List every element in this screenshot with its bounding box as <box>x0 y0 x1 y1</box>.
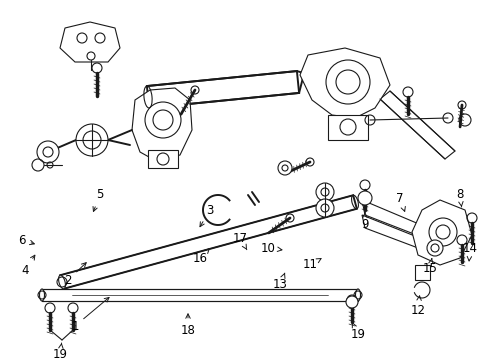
Text: 13: 13 <box>272 273 287 292</box>
Text: 4: 4 <box>21 255 35 276</box>
Polygon shape <box>327 115 367 140</box>
Text: 14: 14 <box>462 242 476 261</box>
Text: 6: 6 <box>18 234 34 247</box>
Polygon shape <box>299 48 389 118</box>
Polygon shape <box>148 150 178 168</box>
Text: 7: 7 <box>395 192 405 211</box>
Polygon shape <box>361 215 449 260</box>
Text: 2: 2 <box>64 263 86 287</box>
Ellipse shape <box>355 289 360 301</box>
Text: 9: 9 <box>361 213 368 231</box>
Polygon shape <box>361 200 449 248</box>
Text: 18: 18 <box>180 314 195 337</box>
Text: 1: 1 <box>71 297 109 333</box>
Text: 19: 19 <box>350 323 365 342</box>
Text: 10: 10 <box>260 242 282 255</box>
Polygon shape <box>60 195 356 289</box>
Text: 19: 19 <box>52 343 67 360</box>
Polygon shape <box>411 200 471 265</box>
Circle shape <box>315 183 333 201</box>
Polygon shape <box>379 91 454 159</box>
Text: 16: 16 <box>192 248 209 265</box>
Circle shape <box>37 141 59 163</box>
Polygon shape <box>414 265 429 280</box>
Circle shape <box>76 124 108 156</box>
Ellipse shape <box>40 289 44 301</box>
Polygon shape <box>60 22 120 62</box>
Text: 15: 15 <box>422 258 437 274</box>
Polygon shape <box>132 88 192 162</box>
Circle shape <box>315 199 333 217</box>
Circle shape <box>278 161 291 175</box>
Circle shape <box>357 191 371 205</box>
Text: 8: 8 <box>455 189 463 207</box>
Text: 17: 17 <box>232 231 247 250</box>
Text: 3: 3 <box>200 203 213 227</box>
Ellipse shape <box>59 275 65 289</box>
Circle shape <box>43 147 53 157</box>
Polygon shape <box>42 289 357 301</box>
Text: 11: 11 <box>302 258 321 271</box>
Text: 12: 12 <box>409 296 425 316</box>
Polygon shape <box>146 71 299 108</box>
Circle shape <box>346 296 357 308</box>
Circle shape <box>426 240 442 256</box>
Circle shape <box>83 131 101 149</box>
Text: 5: 5 <box>93 189 103 211</box>
